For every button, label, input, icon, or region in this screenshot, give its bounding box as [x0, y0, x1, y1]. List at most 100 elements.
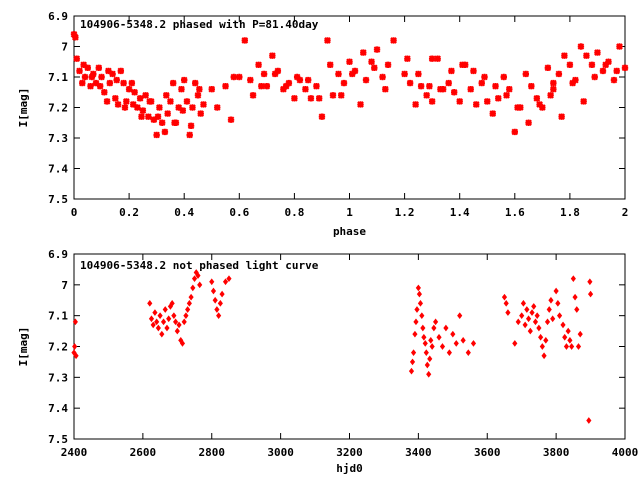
- data-point: [167, 98, 174, 105]
- data-point: [114, 101, 122, 108]
- data-point: [89, 70, 97, 78]
- data-point: [222, 82, 229, 90]
- data-point: [569, 79, 576, 87]
- data-point: [539, 104, 546, 111]
- data-point: [417, 299, 424, 307]
- unphased-panel-title: 104906-5348.2 not phased light curve: [80, 259, 319, 272]
- data-point: [404, 55, 411, 63]
- data-point: [538, 333, 544, 341]
- data-point: [577, 43, 585, 50]
- data-point: [555, 299, 561, 307]
- data-point: [348, 70, 356, 78]
- data-point: [514, 104, 521, 111]
- phased-y-axis-label: I[mag]: [17, 88, 30, 128]
- data-point: [456, 98, 464, 105]
- data-point: [129, 101, 137, 108]
- data-point: [390, 37, 397, 44]
- data-point: [155, 324, 161, 332]
- data-point: [453, 340, 459, 347]
- phased-data-points: [70, 30, 629, 139]
- x-tick-label: 3200: [336, 446, 363, 459]
- data-point: [465, 349, 471, 357]
- data-point: [146, 98, 154, 105]
- data-point: [548, 296, 554, 304]
- data-point: [92, 79, 100, 87]
- data-point: [123, 98, 130, 105]
- data-point: [227, 116, 235, 124]
- data-point: [406, 79, 414, 87]
- data-point: [173, 318, 179, 326]
- data-point: [483, 98, 491, 105]
- data-point: [492, 82, 499, 90]
- data-point: [80, 61, 87, 69]
- data-point: [162, 91, 170, 99]
- data-point: [164, 324, 170, 332]
- data-point: [73, 55, 81, 63]
- data-point: [424, 361, 430, 369]
- data-point: [318, 113, 326, 120]
- data-point: [450, 88, 458, 96]
- data-point: [187, 122, 195, 130]
- x-tick-label: 2600: [130, 446, 157, 459]
- data-point: [194, 91, 202, 99]
- data-point: [145, 113, 152, 120]
- data-point: [415, 284, 421, 292]
- data-point: [610, 76, 618, 84]
- data-point: [505, 85, 513, 93]
- data-point: [181, 318, 187, 326]
- data-point: [429, 343, 435, 350]
- data-point: [226, 275, 232, 283]
- x-tick-label: 3400: [405, 446, 432, 459]
- data-point: [591, 73, 599, 81]
- data-point: [412, 330, 418, 338]
- data-point: [219, 290, 225, 298]
- data-point: [450, 330, 456, 338]
- data-point: [154, 318, 160, 326]
- data-point: [531, 303, 537, 310]
- data-point: [613, 67, 621, 75]
- data-point: [271, 70, 279, 78]
- data-point: [216, 312, 222, 320]
- x-tick-label: 1.8: [560, 206, 580, 219]
- data-point: [188, 293, 194, 301]
- data-point: [409, 358, 416, 366]
- data-point: [217, 299, 223, 307]
- y-tick-label: 7.1: [48, 310, 68, 323]
- data-point: [106, 79, 114, 87]
- data-point: [527, 327, 533, 335]
- data-point: [324, 37, 331, 44]
- data-point: [136, 95, 144, 102]
- data-point: [433, 318, 439, 326]
- data-point: [586, 417, 592, 424]
- data-point: [414, 306, 420, 313]
- data-point: [296, 76, 304, 84]
- data-point: [274, 67, 282, 75]
- data-point: [408, 367, 415, 375]
- data-point: [263, 82, 271, 90]
- data-point: [96, 82, 104, 90]
- data-point: [78, 79, 86, 87]
- y-tick-label: 7.5: [48, 433, 68, 446]
- data-point: [501, 293, 508, 301]
- y-tick-label: 7.4: [48, 402, 68, 415]
- data-point: [351, 67, 359, 75]
- unphased-y-axis-label: I[mag]: [17, 327, 30, 367]
- data-point: [587, 290, 594, 298]
- data-point: [423, 349, 429, 357]
- data-point: [189, 104, 196, 111]
- data-point: [174, 327, 180, 335]
- data-point: [185, 306, 191, 313]
- data-point: [241, 37, 249, 44]
- data-point: [128, 79, 136, 87]
- data-point: [337, 91, 345, 99]
- data-point: [384, 61, 392, 69]
- data-point: [426, 82, 433, 90]
- data-point: [541, 352, 547, 360]
- y-tick-label: 6.9: [48, 10, 68, 23]
- data-point: [550, 315, 556, 323]
- data-point: [112, 95, 119, 102]
- data-point: [186, 299, 192, 307]
- data-point: [422, 340, 428, 347]
- data-point: [197, 281, 203, 289]
- data-point: [427, 355, 433, 363]
